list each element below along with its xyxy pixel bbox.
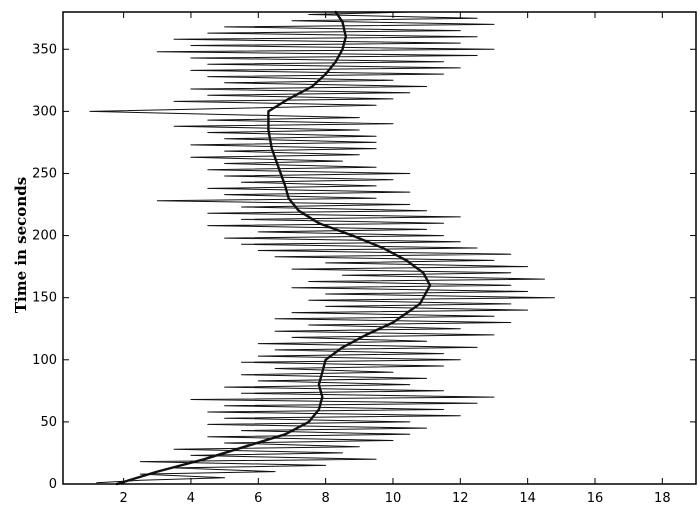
x-tick-label: 8 [321,491,329,506]
x-axis: 2 4 6 8 10 12 14 16 18 [119,12,671,506]
y-tick-label: 0 [49,477,57,492]
axes-frame [62,11,697,485]
x-tick-label: 14 [519,491,536,506]
y-tick-label: 250 [32,166,57,181]
raw-series-line [89,11,556,484]
y-tick-label: 200 [32,229,57,244]
x-tick-label: 18 [654,491,671,506]
y-tick-label: 300 [32,104,57,119]
x-tick-label: 16 [587,491,604,506]
y-axis-title: Time in seconds [12,177,30,313]
y-tick-label: 100 [32,353,57,368]
x-tick-label: 10 [385,491,402,506]
y-tick-label: 50 [40,415,57,430]
x-tick-label: 4 [187,491,195,506]
x-tick-label: 2 [119,491,127,506]
x-tick-label: 6 [254,491,262,506]
y-axis: 0 50 100 150 200 250 300 350 [32,42,696,492]
y-tick-label: 350 [32,42,57,57]
y-tick-label: 150 [32,291,57,306]
x-tick-label: 12 [452,491,469,506]
plot-area [89,10,556,486]
